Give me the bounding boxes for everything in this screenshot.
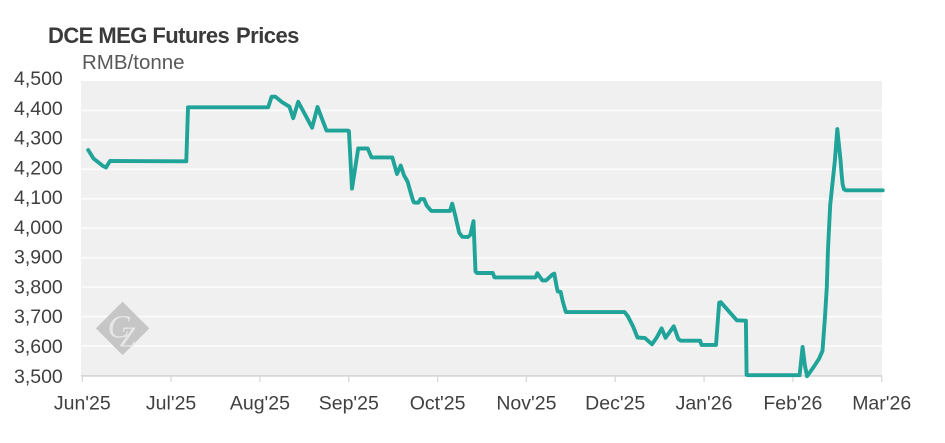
svg-text:Jul'25: Jul'25	[146, 393, 196, 415]
svg-text:Jan'26: Jan'26	[676, 393, 733, 415]
svg-text:C: C	[108, 309, 131, 345]
svg-text:Nov'25: Nov'25	[496, 393, 556, 415]
svg-text:4,100: 4,100	[14, 187, 63, 209]
svg-text:Aug'25: Aug'25	[230, 393, 290, 415]
svg-text:Oct'25: Oct'25	[410, 393, 466, 415]
svg-text:3,600: 3,600	[14, 336, 63, 358]
svg-text:Mar'26: Mar'26	[852, 393, 911, 415]
svg-text:4,300: 4,300	[14, 128, 63, 150]
svg-text:4,200: 4,200	[14, 157, 63, 179]
svg-text:3,800: 3,800	[14, 277, 63, 299]
svg-text:3,900: 3,900	[14, 247, 63, 269]
svg-text:Feb'26: Feb'26	[763, 393, 822, 415]
svg-text:3,500: 3,500	[14, 366, 63, 388]
svg-text:4,500: 4,500	[14, 68, 63, 90]
svg-text:Sep'25: Sep'25	[319, 393, 379, 415]
svg-text:4,000: 4,000	[14, 217, 63, 239]
svg-text:4,400: 4,400	[14, 98, 63, 120]
svg-text:Jun'25: Jun'25	[54, 393, 111, 415]
svg-text:Z: Z	[120, 322, 136, 353]
svg-text:3,700: 3,700	[14, 306, 63, 328]
svg-text:Dec'25: Dec'25	[585, 393, 645, 415]
